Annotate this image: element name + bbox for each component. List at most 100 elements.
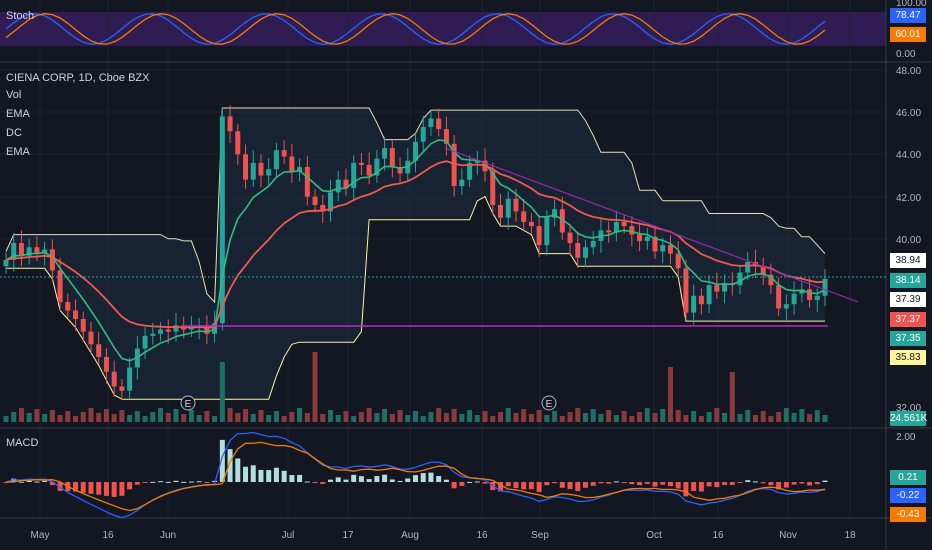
candle-body-31 [243,154,249,180]
badge-last: 38.14 [890,273,926,288]
candle-body-1 [11,243,17,260]
candle-body-44 [343,179,349,189]
volume-bar-47 [366,408,372,422]
macd-hist-105 [814,482,820,485]
macd-hist-7 [57,482,63,491]
macd-hist-29 [227,449,233,482]
macd-hist-50 [389,479,395,482]
macd-hist-9 [73,482,79,492]
macd-hist-38 [297,474,303,482]
candle-body-4 [34,247,40,254]
candle-body-89 [691,295,697,313]
macd-hist-60 [467,481,473,483]
macd-hist-57 [443,479,449,482]
price-tick-3: 42.00 [896,193,921,204]
candle-body-92 [714,285,720,292]
trend-lines [0,147,886,327]
macd-hist-25 [196,481,202,483]
candle-body-29 [227,116,233,132]
candle-body-30 [235,131,241,155]
macd-hist-56 [436,476,442,482]
earnings-label-1: E [546,399,553,410]
badge-dc_upper: 38.94 [890,253,926,268]
candle-body-35 [273,150,279,170]
candle-body-101 [783,304,789,309]
volume-bar-17 [134,411,140,422]
macd-hist-36 [281,470,287,482]
volume-bar-18 [142,416,148,422]
volume-bar-72 [559,416,565,422]
macd-hist-48 [374,476,380,482]
macd-hist-24 [188,481,194,483]
candle-body-82 [637,234,643,241]
symbol-title: CIENA CORP, 1D, Cboe BZX [6,72,150,84]
candle-body-95 [737,272,743,286]
macd-hist-81 [629,482,635,485]
macd-hist-95 [737,482,743,483]
volume-bar-50 [389,414,395,422]
candle-body-36 [281,150,287,157]
volume-bar-49 [382,409,388,422]
candle-body-93 [722,283,728,292]
macd-hist-66 [513,482,519,489]
candle-body-51 [397,167,403,174]
candle-body-83 [644,236,650,241]
macd-hist-49 [382,474,388,482]
macd-hist-55 [428,472,434,482]
macd-hist-17 [134,482,140,485]
macd-hist-22 [173,480,179,482]
candle-body-45 [351,162,357,189]
candle-body-13 [103,356,109,372]
candle-body-99 [768,274,774,286]
badge-ema_slow: 37.37 [890,312,926,327]
candle-body-90 [698,295,704,305]
macd-hist-91 [706,482,712,487]
volume-bar-2 [18,408,24,422]
macd-hist-28 [219,439,225,482]
candle-body-64 [497,205,503,218]
candle-body-2 [18,243,24,256]
volume-bar-3 [26,413,32,422]
dc-lower [6,195,825,400]
volume-bar-11 [88,408,94,422]
macd-hist-104 [807,482,813,486]
candle-body-60 [467,162,473,180]
volume-bar-87 [675,410,681,422]
candle-body-73 [567,232,573,244]
ema-fast-line [5,139,826,362]
macd-hist-40 [312,482,318,484]
candle-body-65 [505,198,511,218]
macd-hist-26 [204,482,210,484]
volume-bar-89 [691,411,697,422]
volume-bar-14 [111,414,117,422]
candle-body-63 [490,171,496,206]
macd-tick-0: 2.00 [896,432,916,443]
volume-bar-99 [768,416,774,422]
volume-bar-92 [714,408,720,422]
volume-bar-84 [652,413,658,422]
candle-body-0 [3,259,9,267]
price-tick-4: 40.00 [896,235,921,246]
candle-body-70 [544,217,550,246]
volume-bar-41 [320,414,326,422]
volume-bar-44 [343,411,349,422]
macd-hist-20 [158,481,164,483]
volume-bar-51 [397,410,403,422]
candle-body-79 [613,221,619,233]
candle-body-71 [552,209,558,218]
indicator-dc: DC [6,127,22,139]
volume-bar-96 [745,410,751,422]
volume-bar-23 [181,414,187,422]
stoch-lines [5,13,826,45]
macd-hist-23 [181,481,187,483]
macd-line [5,431,826,519]
badge-macd_line: -0.22 [890,488,926,503]
candle-body-15 [119,386,125,391]
macd-hist-94 [729,482,735,486]
macd-hist-59 [459,482,465,486]
macd-hist-78 [606,482,612,484]
candle-body-106 [822,278,828,296]
